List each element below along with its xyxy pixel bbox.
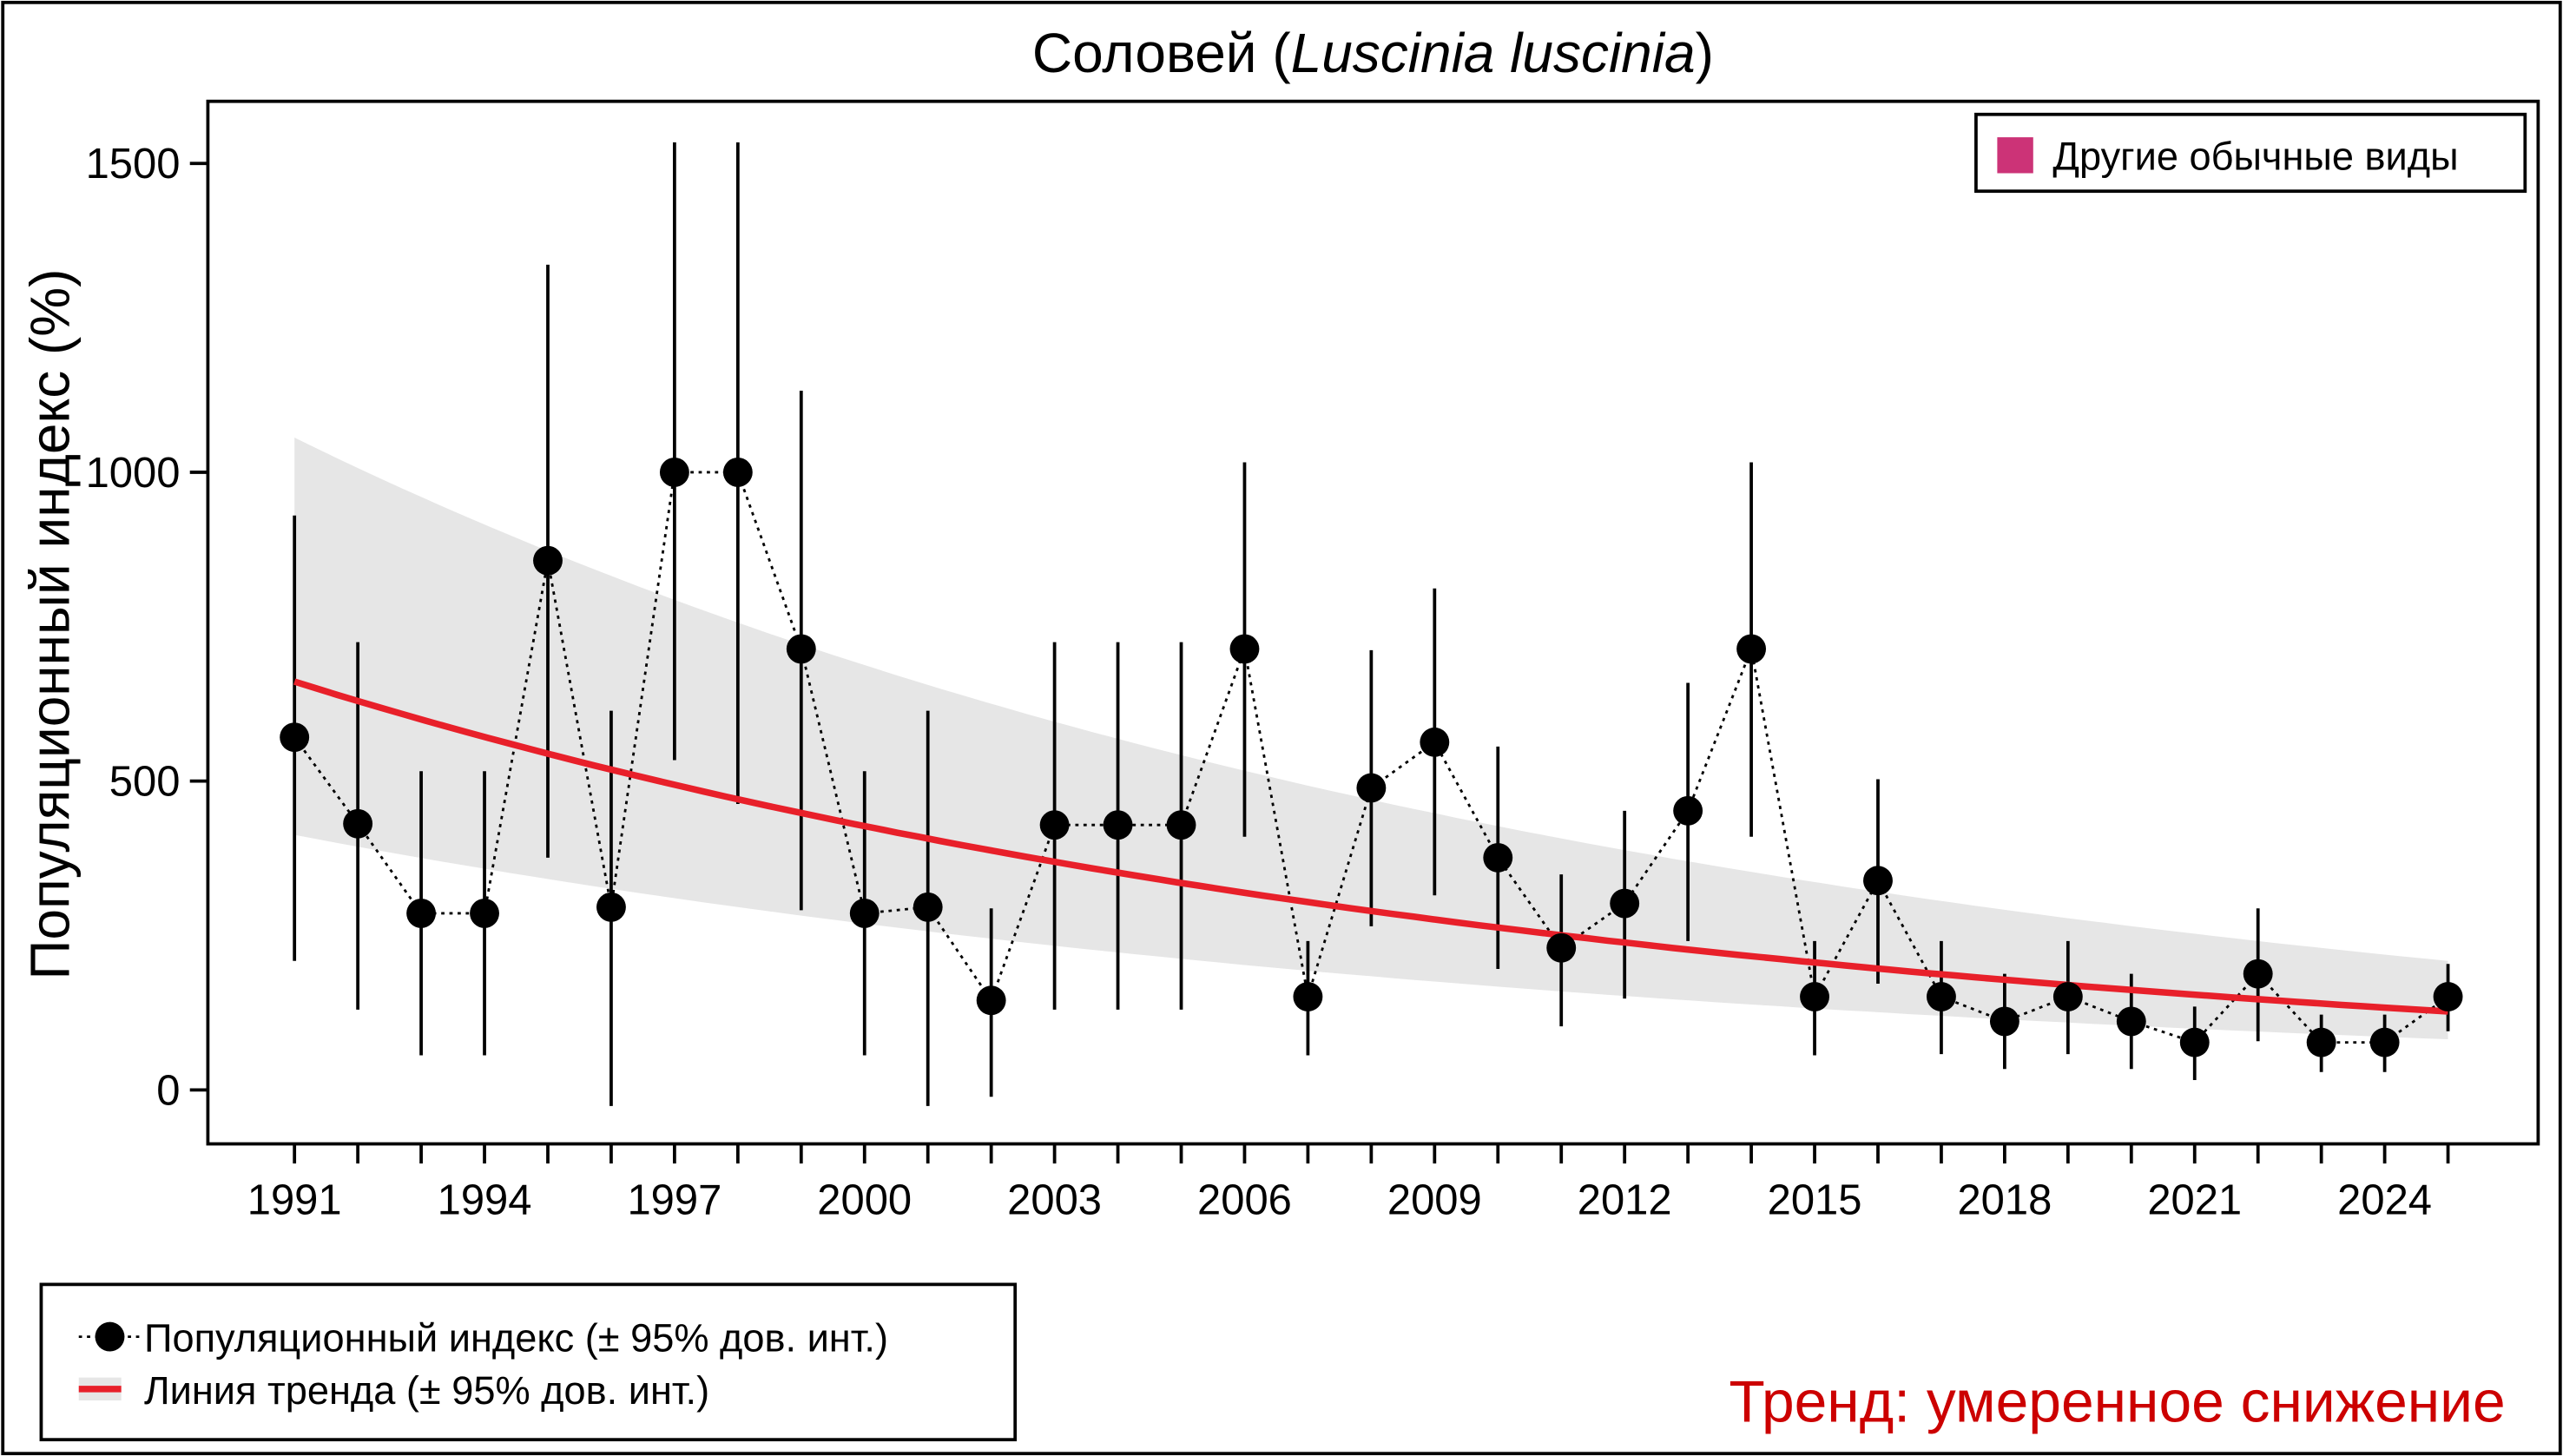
data-point (2052, 982, 2083, 1011)
data-point (722, 458, 753, 487)
data-point (1926, 982, 1956, 1011)
data-point (1293, 982, 1323, 1011)
data-point (1673, 795, 1703, 826)
data-point (913, 892, 943, 922)
data-point (1989, 1006, 2019, 1037)
plot-area (280, 142, 2463, 1106)
data-point (1420, 727, 1450, 757)
data-point (280, 722, 310, 753)
data-point (1546, 932, 1577, 963)
data-point (849, 898, 880, 928)
y-axis-label: Популяционный индекс (%) (18, 269, 81, 980)
y-tick-label: 1000 (86, 450, 181, 497)
x-tick-label: 1991 (247, 1176, 342, 1223)
index-line (293, 471, 2449, 1044)
data-point (1610, 888, 1640, 919)
x-tick-label: 2003 (1007, 1176, 1102, 1223)
data-point (1800, 982, 1829, 1011)
data-point (2306, 1027, 2336, 1057)
data-point (343, 808, 373, 839)
data-point (2243, 959, 2273, 989)
data-point (1039, 810, 1070, 840)
legend-index-point-icon (95, 1321, 125, 1352)
data-point (2433, 982, 2463, 1011)
data-point (1166, 810, 1196, 840)
trend-line (293, 678, 2448, 1015)
data-point (1103, 810, 1133, 840)
data-point (2369, 1027, 2400, 1057)
trend-ci-band (294, 438, 2448, 1040)
x-tick-label: 2018 (1957, 1176, 2052, 1223)
y-axis: 0 500 1000 1500 (86, 141, 208, 1114)
data-point (1863, 866, 1893, 896)
category-legend-label: Другие обычные виды (2052, 135, 2458, 179)
data-point (1229, 634, 1260, 664)
x-tick-label: 2015 (1768, 1176, 1862, 1223)
data-point (1483, 842, 1513, 873)
data-point (533, 545, 563, 576)
legend-index-label: Популяционный индекс (± 95% дов. инт.) (144, 1316, 888, 1360)
x-axis: 1991 1994 1997 2000 2003 2006 2009 2012 2015 2018… (247, 1143, 2450, 1223)
data-point (2179, 1027, 2210, 1057)
y-tick-label: 0 (156, 1067, 180, 1114)
data-point (1736, 634, 1767, 664)
legend-trend-label: Линия тренда (± 95% дов. инт.) (144, 1368, 709, 1413)
x-tick-label: 2000 (817, 1176, 912, 1223)
chart-title: Соловей (Luscinia luscinia) (1032, 22, 1714, 84)
category-legend: Другие обычные виды (1974, 112, 2527, 194)
x-tick-label: 1994 (438, 1176, 532, 1223)
x-tick-label: 2012 (1578, 1176, 1672, 1223)
plot-frame (206, 99, 2540, 1146)
data-point (1356, 773, 1387, 803)
data-point (406, 898, 437, 928)
y-tick-label: 500 (109, 759, 181, 806)
x-tick-label: 2009 (1387, 1176, 1482, 1223)
data-point (470, 898, 499, 928)
x-tick-label: 2024 (2337, 1176, 2432, 1223)
x-tick-label: 2006 (1197, 1176, 1292, 1223)
data-point (659, 458, 689, 487)
data-point (596, 892, 626, 922)
category-swatch (1997, 137, 2033, 174)
data-point (786, 634, 816, 664)
x-tick-label: 2021 (2147, 1176, 2242, 1223)
data-point (2116, 1006, 2146, 1037)
y-tick-label: 1500 (86, 141, 181, 188)
data-point (976, 985, 1006, 1016)
trend-text: Тренд: умеренное снижение (1729, 1369, 2505, 1434)
x-tick-label: 1997 (627, 1176, 721, 1223)
series-legend: Популяционный индекс (± 95% дов. инт.) Л… (39, 1282, 1018, 1442)
